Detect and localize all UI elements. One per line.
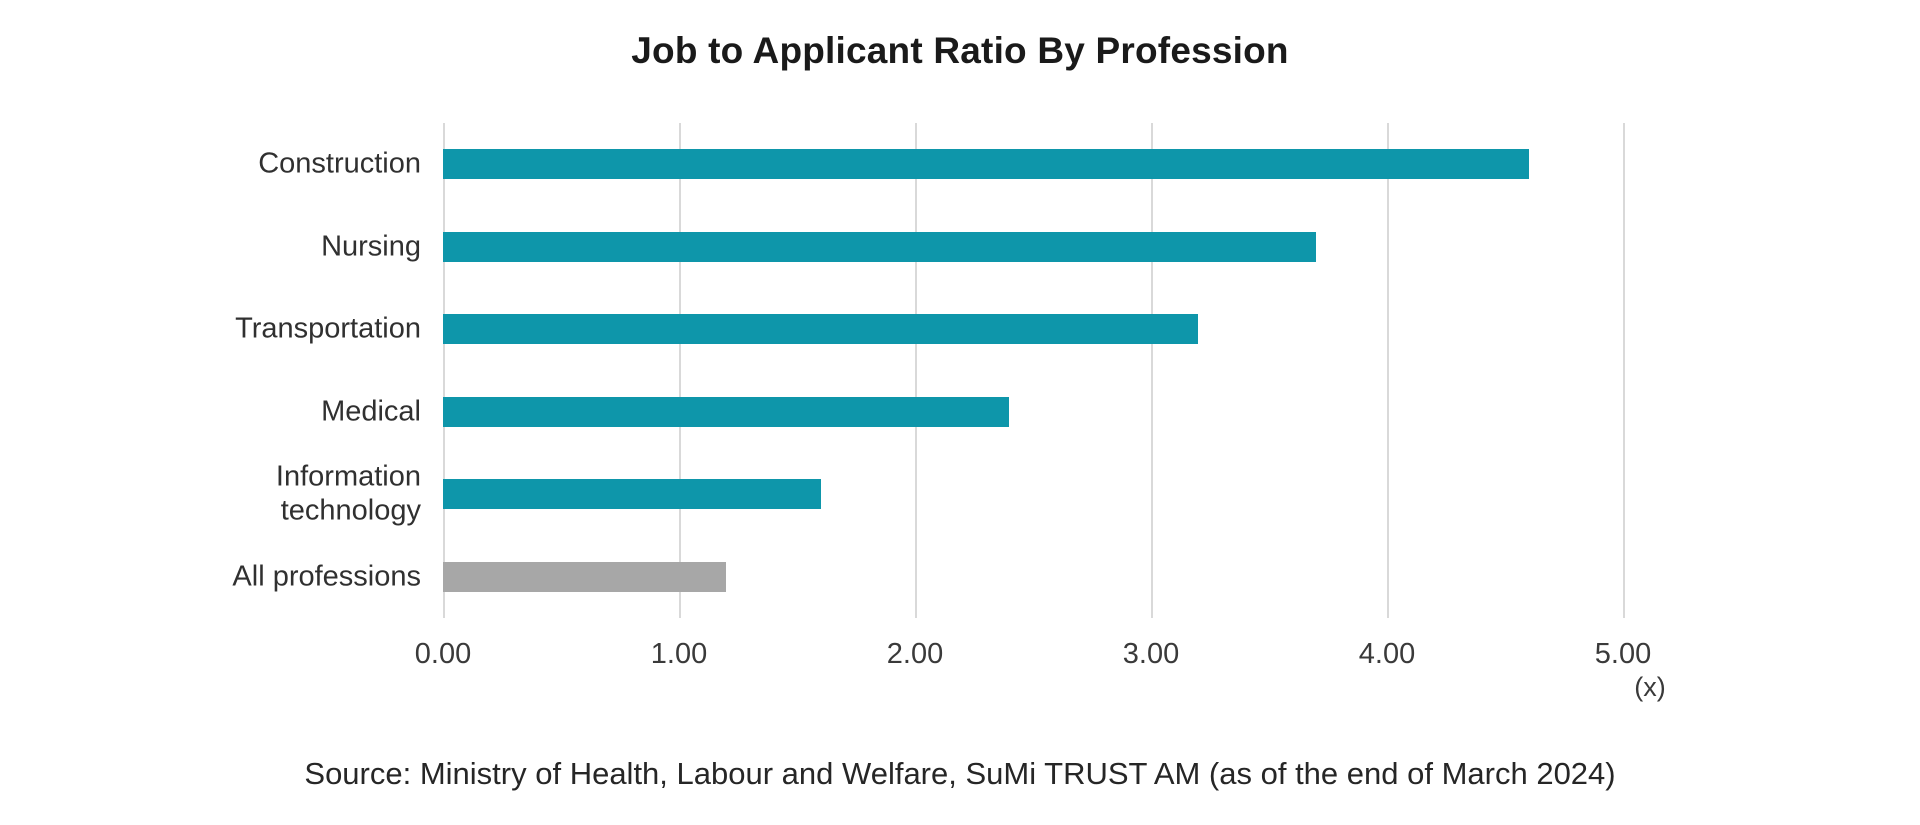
category-label-medical: Medical	[321, 395, 421, 428]
category-label-nursing: Nursing	[321, 230, 421, 263]
x-axis-unit-label: (x)	[1634, 672, 1666, 702]
bar-nursing	[443, 231, 1317, 262]
x-tick-label: 3.00	[1122, 638, 1180, 670]
bar-transportation	[443, 314, 1199, 345]
category-label-transportation: Transportation	[235, 312, 421, 345]
category-label-all-professions: All professions	[232, 560, 421, 593]
gridline-0.00	[443, 123, 445, 618]
bar-information-technology	[443, 479, 821, 510]
plot-area	[443, 123, 1700, 618]
x-tick-label: 1.00	[650, 638, 708, 670]
category-label-information-technology: Information technology	[275, 460, 421, 527]
category-label-construction: Construction	[258, 147, 421, 180]
gridline-3.00	[1151, 123, 1153, 618]
bar-all-professions	[443, 561, 727, 592]
gridline-5.00	[1623, 123, 1625, 618]
bar-medical	[443, 396, 1010, 427]
source-note: Source: Ministry of Health, Labour and W…	[304, 756, 1616, 791]
gridline-2.00	[915, 123, 917, 618]
gridline-4.00	[1387, 123, 1389, 618]
bar-construction	[443, 149, 1529, 180]
gridline-1.00	[679, 123, 681, 618]
x-tick-label: 4.00	[1358, 638, 1416, 670]
chart-title: Job to Applicant Ratio By Profession	[631, 30, 1289, 71]
x-tick-label: 2.00	[886, 638, 944, 670]
x-tick-label: 0.00	[414, 638, 472, 670]
x-tick-label: 5.00	[1594, 638, 1652, 670]
